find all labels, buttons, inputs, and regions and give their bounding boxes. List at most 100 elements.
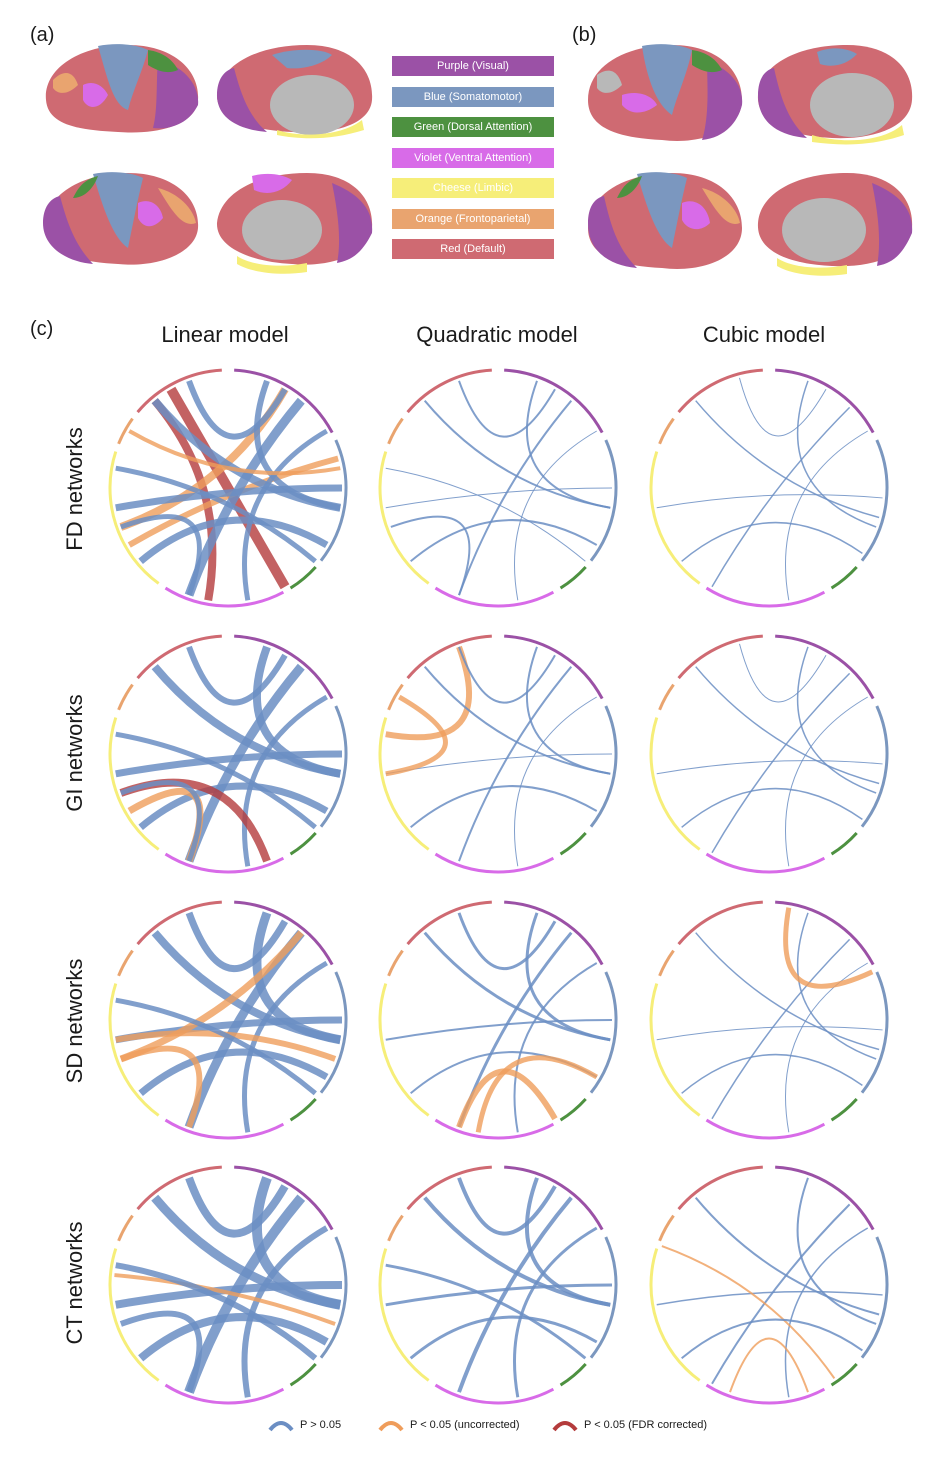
chord-link bbox=[385, 487, 613, 509]
network-arc bbox=[387, 417, 404, 445]
network-arc bbox=[136, 368, 222, 414]
chord-link bbox=[186, 645, 288, 706]
chord-link bbox=[423, 931, 611, 1042]
chord-diagram bbox=[378, 900, 618, 1140]
brain-inflated-lateral-left bbox=[588, 44, 743, 141]
chord-link bbox=[115, 465, 317, 564]
network-arc bbox=[830, 1097, 858, 1122]
network-legend-item: Cheese (Limbic) bbox=[392, 178, 554, 198]
chord-link bbox=[711, 1203, 851, 1385]
significance-label: P < 0.05 (uncorrected) bbox=[410, 1419, 520, 1431]
significance-legend-item: P > 0.05 bbox=[268, 1418, 341, 1432]
network-arc bbox=[234, 900, 334, 966]
brain-medial-right bbox=[216, 173, 373, 274]
network-arc bbox=[559, 1097, 587, 1122]
network-arc bbox=[775, 368, 875, 434]
network-arc bbox=[117, 417, 134, 445]
chord-link bbox=[390, 515, 471, 596]
significance-legend-item: P < 0.05 (FDR corrected) bbox=[552, 1418, 707, 1432]
network-legend-item: Blue (Somatomotor) bbox=[392, 86, 554, 107]
chord-diagram bbox=[108, 1165, 348, 1405]
chord-link bbox=[138, 1048, 329, 1096]
chord-link bbox=[695, 932, 880, 1051]
chord-link bbox=[784, 1227, 869, 1398]
chord-link bbox=[242, 694, 328, 867]
chord-link bbox=[514, 696, 597, 867]
chord-link bbox=[785, 696, 868, 867]
chord-link bbox=[796, 1177, 877, 1325]
network-legend-item: Orange (Frontoparietal) bbox=[392, 208, 554, 229]
network-arc bbox=[406, 368, 492, 414]
significance-label: P < 0.05 (FDR corrected) bbox=[584, 1419, 707, 1431]
chord-diagram bbox=[108, 634, 348, 874]
network-arc bbox=[559, 831, 587, 856]
network-arc bbox=[649, 717, 701, 851]
network-arc bbox=[108, 1248, 160, 1382]
chord-link bbox=[796, 380, 877, 528]
network-arc bbox=[658, 949, 675, 977]
chord-link bbox=[115, 750, 343, 778]
network-arc bbox=[108, 983, 160, 1117]
network-arc bbox=[589, 971, 618, 1094]
chord-link bbox=[119, 1045, 203, 1129]
chord-link bbox=[739, 643, 827, 703]
chord-link bbox=[423, 400, 611, 509]
network-arc bbox=[830, 1362, 858, 1387]
chord-link bbox=[410, 785, 598, 829]
chord-diagram bbox=[378, 368, 618, 608]
chord-diagram bbox=[649, 368, 889, 608]
network-arc bbox=[860, 705, 889, 828]
network-arc bbox=[164, 1383, 285, 1405]
chord-link bbox=[661, 1245, 836, 1379]
network-arc bbox=[387, 949, 404, 977]
chord-diagram bbox=[108, 900, 348, 1140]
chord-link bbox=[513, 962, 598, 1133]
network-arc bbox=[319, 705, 348, 828]
chord-link bbox=[458, 666, 573, 862]
chord-link bbox=[166, 386, 290, 590]
network-arc bbox=[378, 451, 430, 585]
network-arc bbox=[117, 683, 134, 711]
network-arc bbox=[434, 586, 555, 608]
network-arc bbox=[677, 900, 763, 946]
chord-diagram bbox=[649, 900, 889, 1140]
chord-link bbox=[242, 960, 328, 1133]
chord-link bbox=[115, 1262, 318, 1361]
network-arc bbox=[830, 565, 858, 590]
column-title-cubic: Cubic model bbox=[702, 322, 826, 347]
chord-diagram bbox=[108, 368, 348, 608]
chord-link bbox=[185, 911, 289, 973]
chord-link bbox=[457, 912, 557, 971]
chord-link bbox=[115, 731, 317, 830]
network-arc bbox=[319, 1236, 348, 1359]
chord-link bbox=[115, 997, 317, 1096]
significance-label: P > 0.05 bbox=[300, 1419, 342, 1431]
network-arc bbox=[108, 451, 160, 585]
network-legend-item: Purple (Visual) bbox=[392, 56, 554, 76]
chord-link bbox=[681, 1053, 863, 1094]
chord-link bbox=[458, 400, 573, 596]
brain-inflated-medial-right bbox=[757, 173, 913, 276]
network-arc bbox=[117, 949, 134, 977]
network-arc bbox=[504, 900, 604, 966]
chord-diagram bbox=[378, 634, 618, 874]
network-arc bbox=[649, 983, 701, 1117]
chord-link bbox=[119, 1310, 203, 1394]
chord-link bbox=[409, 1315, 598, 1360]
chord-link bbox=[681, 1318, 863, 1360]
row-title-fd: FD networks bbox=[62, 427, 87, 551]
network-arc bbox=[559, 1362, 587, 1387]
network-arc bbox=[434, 1383, 555, 1405]
chord-link bbox=[151, 664, 341, 778]
chord-link bbox=[729, 1337, 809, 1393]
network-arc bbox=[164, 1118, 285, 1140]
chord-link bbox=[457, 1177, 557, 1236]
chord-link bbox=[656, 1290, 883, 1306]
network-arc bbox=[319, 439, 348, 562]
chord-link bbox=[656, 760, 883, 775]
network-arc bbox=[434, 1118, 555, 1140]
network-arc bbox=[164, 852, 285, 874]
chord-link bbox=[138, 782, 329, 830]
network-arc bbox=[705, 586, 826, 608]
network-arc bbox=[378, 717, 430, 851]
